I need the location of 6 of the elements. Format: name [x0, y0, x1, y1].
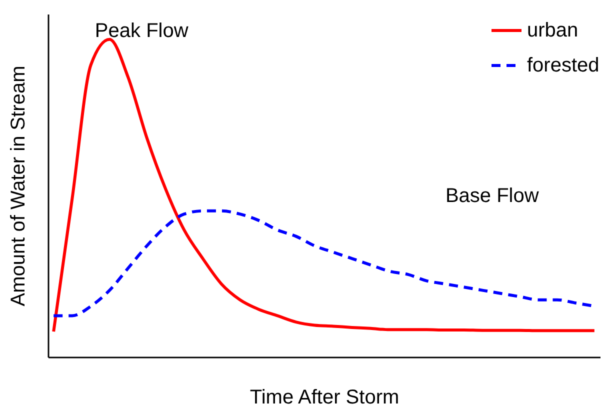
annotation: Peak Flow	[94, 20, 189, 42]
legend-label: urban	[527, 20, 578, 42]
y-axis-title: Amount of Water in Stream	[8, 66, 30, 306]
annotation: Base Flow	[445, 184, 540, 207]
x-axis-title: Time After Storm	[250, 386, 400, 408]
legend-label: forested	[527, 54, 600, 76]
